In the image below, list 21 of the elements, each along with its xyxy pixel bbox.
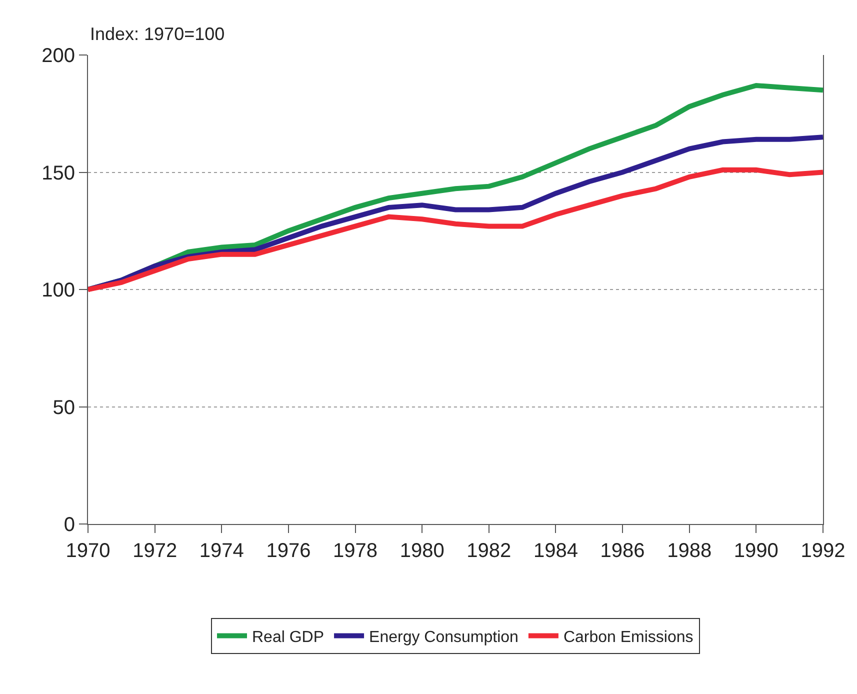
y-tick-label: 200 xyxy=(42,45,75,67)
x-tick-label: 1980 xyxy=(400,540,444,562)
x-tick-label: 1974 xyxy=(199,540,244,562)
y-tick-label: 150 xyxy=(42,162,75,184)
x-tick-label: 1984 xyxy=(533,540,578,562)
x-tick-label: 1976 xyxy=(266,540,311,562)
legend-label: Energy Consumption xyxy=(369,628,518,646)
legend-label: Carbon Emissions xyxy=(563,628,694,646)
y-tick-label: 0 xyxy=(64,514,75,536)
x-tick-label: 1970 xyxy=(66,540,110,562)
x-tick-label: 1978 xyxy=(333,540,378,562)
x-tick-label: 1992 xyxy=(800,540,846,562)
legend-label: Real GDP xyxy=(252,628,324,646)
x-tick-label: 1990 xyxy=(734,540,778,562)
x-tick-label: 1988 xyxy=(667,540,712,562)
y-axis-title: Index: 1970=100 xyxy=(90,24,225,44)
y-tick-label: 50 xyxy=(52,396,75,419)
x-tick-label: 1982 xyxy=(466,540,512,562)
x-tick-label: 1972 xyxy=(132,540,178,562)
y-tick-label: 100 xyxy=(42,280,75,302)
x-tick-label: 1986 xyxy=(600,540,645,562)
